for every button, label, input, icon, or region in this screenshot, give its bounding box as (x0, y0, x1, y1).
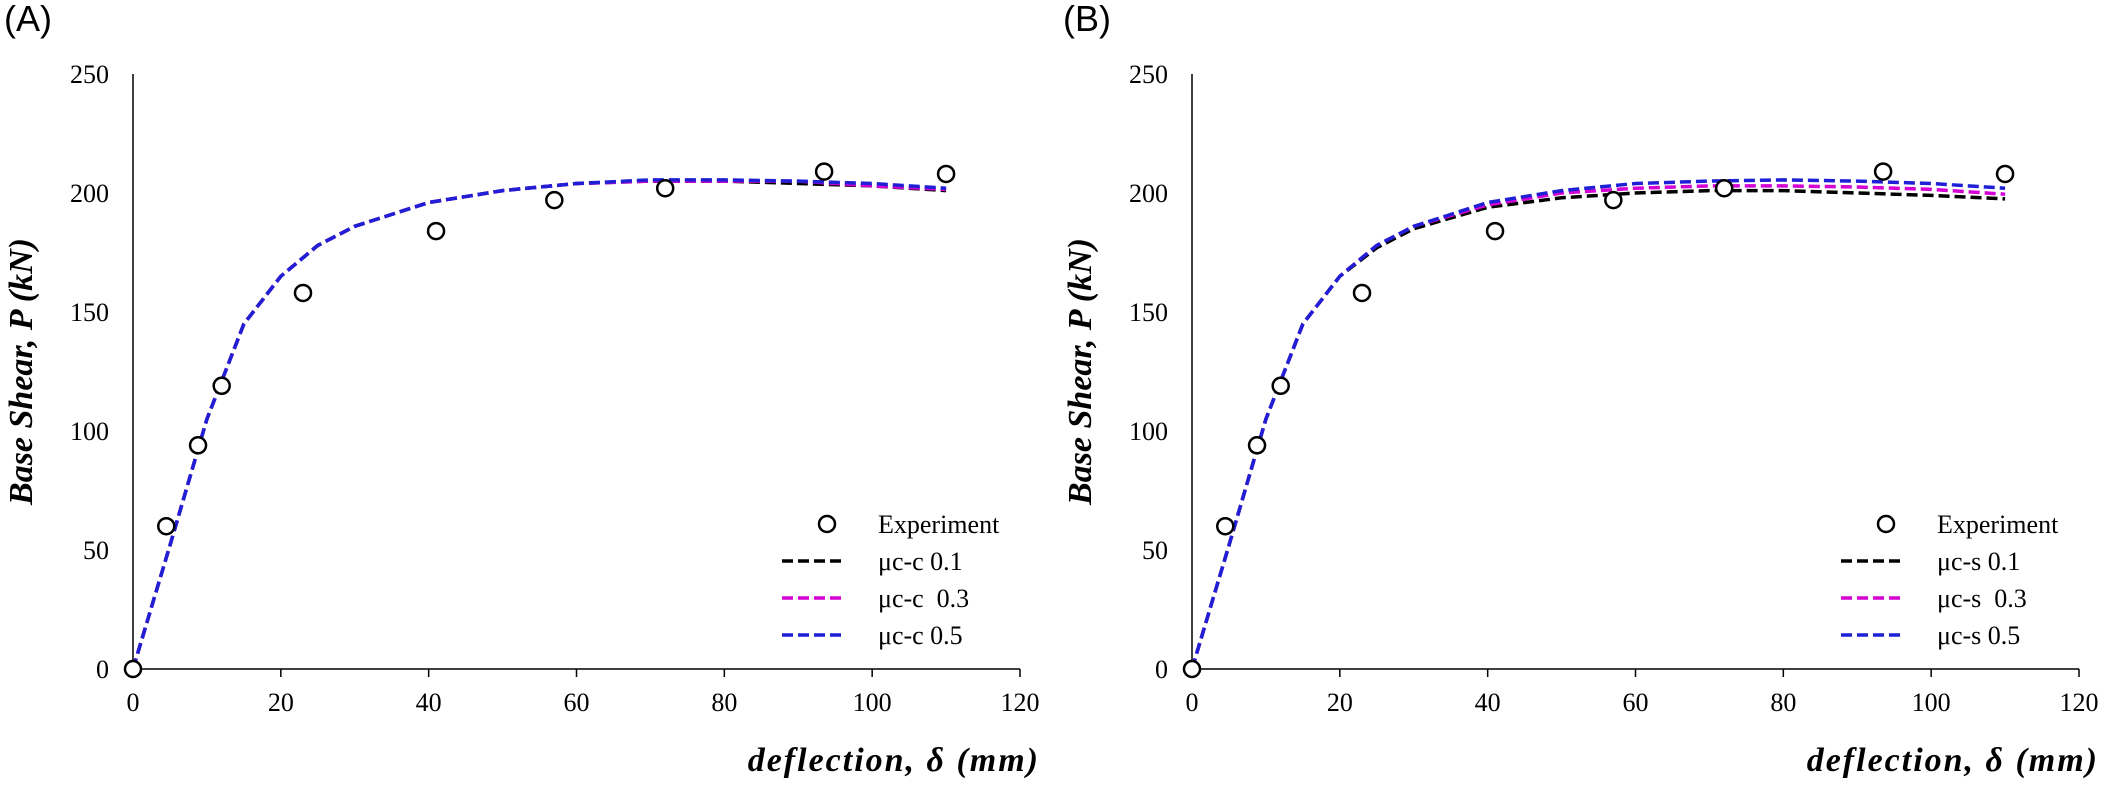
legend-label: μc-s 0.3 (1937, 584, 2027, 613)
data-point (936, 164, 956, 184)
y-tick-label: 100 (70, 417, 109, 446)
legend-label: μc-c 0.1 (878, 547, 963, 576)
legend-label: μc-s 0.1 (1937, 547, 2020, 576)
x-tick-label: 80 (711, 688, 737, 717)
chart-panel-a: (A) 0 20 40 60 80 100 120 0 50 100 150 200 250 Base S… (3, 0, 1040, 779)
y-tick-label: 200 (1129, 179, 1168, 208)
data-point (1714, 178, 1734, 198)
y-tick-label: 50 (83, 536, 109, 565)
y-tick-label: 0 (96, 655, 109, 684)
panel-label: (B) (1063, 0, 1111, 39)
x-tick-label: 0 (127, 688, 140, 717)
legend-label: Experiment (1937, 510, 2059, 539)
data-point (1873, 162, 1893, 181)
x-tick-label: 40 (1475, 688, 1501, 717)
chart-panel-b: (B) 0 20 40 60 80 100 120 0 50 100 150 200 250 Base S… (1059, 0, 2118, 787)
data-point (1604, 190, 1623, 210)
x-tick-label: 20 (1327, 688, 1353, 717)
data-point (212, 376, 231, 396)
data-point (293, 283, 313, 303)
data-point (188, 436, 208, 455)
y-tick-label: 200 (70, 179, 109, 208)
series-line (1190, 178, 2006, 670)
legend-label: μc-c 0.5 (878, 621, 963, 650)
y-tick-label: 0 (1155, 655, 1168, 684)
data-point (426, 221, 446, 241)
series-line (131, 179, 947, 670)
chart-svg: 0 20 40 60 80 100 120 0 50 100 150 200 250 Base Shear… (1062, 60, 2099, 779)
data-point (545, 190, 564, 210)
legend-marker (817, 514, 837, 534)
data-point (123, 659, 143, 679)
data-point (1352, 283, 1372, 303)
data-point (1216, 516, 1235, 536)
x-tick-label: 120 (2060, 688, 2099, 717)
x-tick-label: 60 (564, 688, 590, 717)
x-tick-label: 120 (1001, 688, 1040, 717)
legend-marker (1876, 514, 1896, 534)
y-tick-label: 250 (70, 60, 109, 89)
y-tick-label: 100 (1129, 417, 1168, 446)
legend-label: μc-s 0.5 (1937, 621, 2020, 650)
y-tick-label: 150 (70, 298, 109, 327)
x-tick-label: 20 (268, 688, 294, 717)
y-axis-label: Base Shear, P (kN) (3, 238, 40, 506)
series-line (131, 178, 947, 670)
x-tick-label: 100 (1912, 688, 1951, 717)
data-point (655, 178, 675, 198)
y-tick-label: 150 (1129, 298, 1168, 327)
x-tick-label: 60 (1623, 688, 1649, 717)
x-tick-label: 100 (853, 688, 892, 717)
x-axis-label: deflection, δ (mm) (1807, 742, 2099, 779)
data-point (1995, 164, 2015, 184)
chart-svg: 0 20 40 60 80 100 120 0 50 100 150 200 250 Base Shear… (3, 60, 1040, 779)
y-axis-label: Base Shear, P (kN) (1062, 238, 1099, 506)
data-point (1485, 221, 1505, 241)
y-tick-label: 250 (1129, 60, 1168, 89)
x-tick-label: 80 (1770, 688, 1796, 717)
data-point (814, 162, 834, 181)
panel-label: (A) (4, 0, 52, 39)
data-point (1247, 436, 1267, 455)
x-tick-label: 0 (1186, 688, 1199, 717)
data-point (1182, 659, 1202, 679)
y-tick-label: 50 (1142, 536, 1168, 565)
legend-label: Experiment (878, 510, 1000, 539)
x-tick-label: 40 (416, 688, 442, 717)
legend-label: μc-c 0.3 (878, 584, 969, 613)
data-point (1271, 376, 1290, 396)
series-line (131, 179, 947, 670)
x-axis-label: deflection, δ (mm) (748, 742, 1040, 779)
data-point (157, 516, 176, 536)
